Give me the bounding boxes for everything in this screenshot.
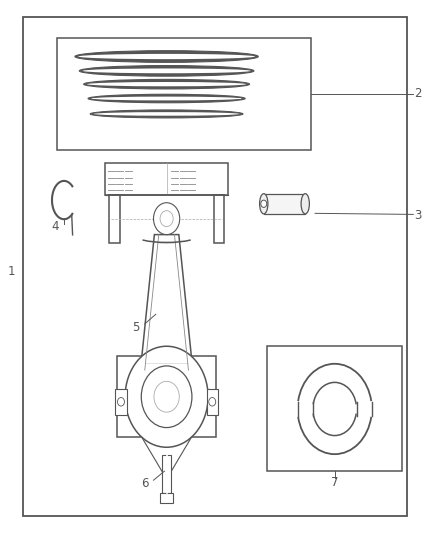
Ellipse shape (78, 54, 255, 59)
Ellipse shape (301, 193, 309, 214)
Ellipse shape (79, 66, 254, 76)
Text: 2: 2 (414, 87, 421, 100)
Bar (57, 38, 311, 150)
Text: 5: 5 (132, 321, 140, 334)
Bar (106, 163, 228, 195)
Ellipse shape (88, 94, 245, 103)
Circle shape (153, 203, 180, 235)
Bar (214, 195, 224, 243)
Bar (117, 357, 216, 437)
Ellipse shape (84, 79, 250, 89)
Text: 3: 3 (414, 209, 421, 222)
Circle shape (209, 398, 216, 406)
Text: 4: 4 (52, 220, 59, 233)
Circle shape (117, 398, 124, 406)
Circle shape (261, 200, 267, 207)
Circle shape (154, 381, 179, 412)
Ellipse shape (82, 68, 251, 73)
Circle shape (125, 346, 208, 447)
Bar (267, 346, 403, 471)
Bar (109, 195, 120, 243)
Ellipse shape (91, 96, 242, 100)
Ellipse shape (75, 51, 258, 62)
Polygon shape (141, 235, 193, 370)
Ellipse shape (93, 112, 240, 116)
Bar (115, 389, 127, 415)
Bar (22, 17, 407, 516)
Circle shape (160, 211, 173, 227)
Ellipse shape (87, 82, 246, 86)
Text: 1: 1 (8, 265, 15, 278)
Text: 6: 6 (141, 477, 148, 490)
Ellipse shape (260, 193, 268, 214)
Ellipse shape (90, 110, 243, 118)
Bar (162, 455, 171, 494)
Bar (207, 389, 218, 415)
Text: 7: 7 (331, 477, 339, 489)
Bar (160, 494, 173, 503)
Circle shape (141, 366, 192, 427)
Bar (264, 193, 305, 214)
